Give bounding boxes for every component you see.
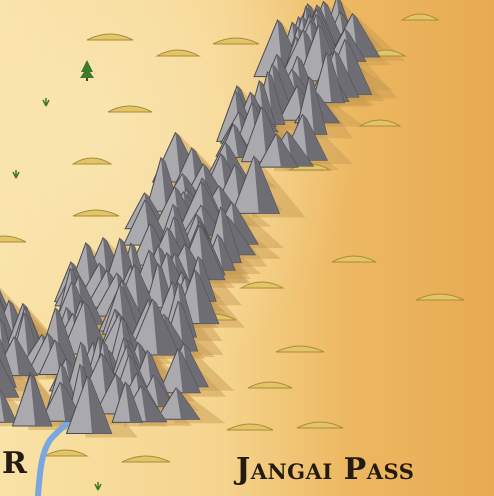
region-label-jangai-pass: Jangai Pass — [236, 452, 415, 487]
dune-icon — [212, 37, 260, 45]
region-edge-label: R — [2, 446, 28, 481]
mountain-icon — [231, 155, 281, 214]
dune-icon — [358, 119, 402, 127]
dunes-layer — [0, 13, 465, 463]
grass-tuft-icon — [94, 482, 102, 491]
dune-icon — [107, 105, 153, 113]
mountain-icon — [311, 52, 346, 104]
mountain-icon — [128, 298, 180, 356]
grass-tuft-icon — [42, 98, 50, 107]
dune-icon — [43, 449, 89, 457]
mountain-icon — [158, 348, 201, 394]
dune-icon — [331, 255, 377, 263]
dune-icon — [275, 345, 325, 353]
mountain-icon — [11, 373, 53, 427]
mountain-icon — [65, 375, 113, 435]
dune-icon — [0, 235, 27, 243]
dune-icon — [247, 381, 293, 389]
dune-icon — [415, 293, 465, 301]
grass-tuft-icon — [12, 170, 20, 179]
dune-icon — [72, 209, 120, 217]
mountain-icon — [0, 390, 18, 423]
dune-icon — [239, 281, 285, 289]
pine-tree-icon — [80, 60, 94, 81]
flora-layer — [12, 60, 102, 491]
dune-icon — [121, 455, 171, 463]
mountain-icon — [257, 133, 299, 168]
mountain-range — [0, 0, 381, 435]
dune-icon — [400, 13, 440, 21]
dune-icon — [226, 423, 274, 431]
dune-icon — [86, 33, 134, 41]
mountain-icon — [155, 387, 201, 420]
dune-icon — [155, 49, 201, 57]
mountain-icon — [111, 381, 143, 423]
dune-icon — [71, 157, 113, 165]
dune-icon — [296, 421, 344, 429]
